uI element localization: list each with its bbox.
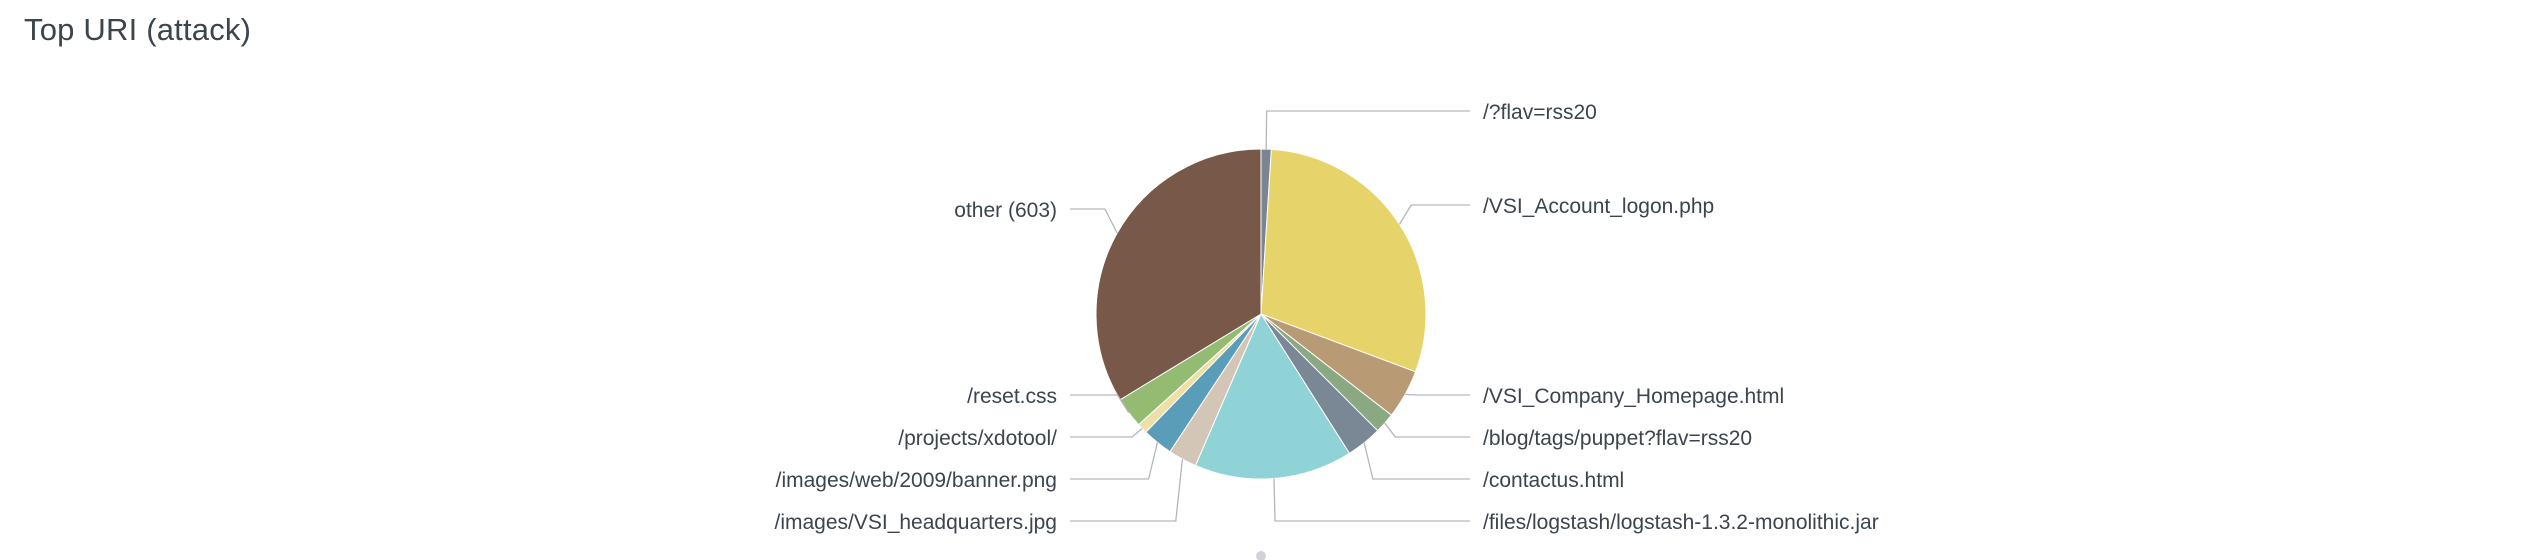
panel-title: Top URI (attack) bbox=[24, 12, 252, 47]
slice-label-flav-rss20: /?flav=rss20 bbox=[1483, 101, 1597, 124]
pie-slices bbox=[1095, 148, 1427, 480]
pie-slice-other-603[interactable] bbox=[1095, 148, 1262, 401]
leader-lines bbox=[1070, 110, 1470, 522]
leader-line-images-vsi-headquarters-jpg bbox=[1070, 459, 1184, 522]
leader-line-projects-xdotool bbox=[1070, 427, 1143, 438]
slice-labels: /?flav=rss20/VSI_Account_logon.php/VSI_C… bbox=[774, 101, 1878, 534]
leader-line-images-web-2009-banner-png bbox=[1070, 442, 1159, 480]
leader-line-other-603 bbox=[1070, 208, 1118, 234]
slice-label-vsi-company-homepage-html: /VSI_Company_Homepage.html bbox=[1483, 385, 1784, 408]
leader-line-vsi-account-logon-php bbox=[1398, 204, 1470, 225]
leader-line-vsi-company-homepage-html bbox=[1405, 393, 1470, 396]
slice-label-images-web-2009-banner-png: /images/web/2009/banner.png bbox=[776, 469, 1057, 492]
slice-label-other-603: other (603) bbox=[954, 199, 1057, 222]
slice-label-images-vsi-headquarters-jpg: /images/VSI_headquarters.jpg bbox=[774, 511, 1057, 534]
leader-line-files-logstash-logstash-1-3-2-monolithic-jar bbox=[1273, 478, 1470, 522]
pie-slice-files-logstash-logstash-1-3-2-monolithic-jar[interactable] bbox=[1194, 312, 1351, 480]
slice-label-contactus-html: /contactus.html bbox=[1483, 469, 1624, 492]
leader-line-blog-tags-puppet-flav-rss20 bbox=[1384, 422, 1470, 438]
slice-label-projects-xdotool: /projects/xdotool/ bbox=[898, 427, 1057, 450]
leader-line-reset-css bbox=[1070, 394, 1130, 414]
leader-line-contactus-html bbox=[1363, 442, 1470, 480]
slice-label-files-logstash-logstash-1-3-2-monolithic-jar: /files/logstash/logstash-1.3.2-monolithi… bbox=[1483, 511, 1879, 534]
leader-line-flav-rss20 bbox=[1265, 110, 1470, 150]
pagination-dot[interactable] bbox=[1256, 551, 1266, 560]
pie-slice-vsi-account-logon-php[interactable] bbox=[1260, 148, 1427, 373]
slice-label-vsi-account-logon-php: /VSI_Account_logon.php bbox=[1483, 195, 1714, 218]
slice-label-blog-tags-puppet-flav-rss20: /blog/tags/puppet?flav=rss20 bbox=[1483, 427, 1752, 450]
slice-label-reset-css: /reset.css bbox=[967, 385, 1057, 408]
